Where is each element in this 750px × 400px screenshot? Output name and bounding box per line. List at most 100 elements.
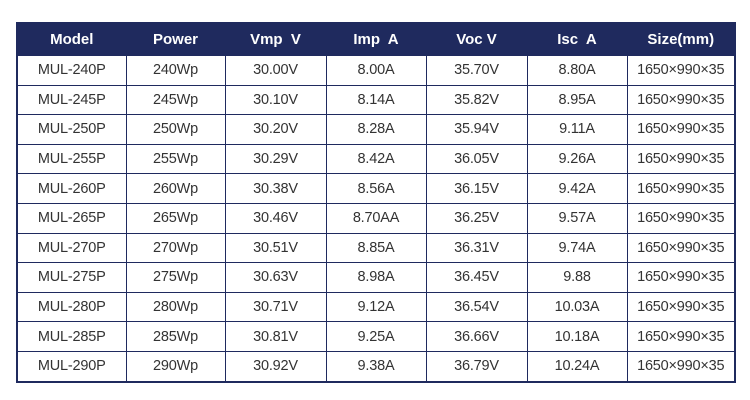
- table-cell: MUL-265P: [16, 202, 127, 234]
- table-cell: 8.98A: [325, 262, 427, 293]
- table-cell: MUL-290P: [16, 350, 127, 383]
- table-cell: 36.79V: [425, 350, 528, 383]
- table-cell: 9.11A: [526, 114, 628, 145]
- table-cell: 36.45V: [425, 262, 528, 293]
- table-cell: 9.74A: [526, 232, 628, 264]
- table-cell: 36.31V: [425, 232, 528, 264]
- table-cell: MUL-270P: [16, 232, 127, 264]
- header-cell: Imp A: [325, 23, 426, 56]
- table-cell: MUL-260P: [16, 173, 127, 204]
- table-cell: 9.57A: [526, 202, 628, 234]
- table-cell: 35.94V: [425, 114, 528, 145]
- header-cell: Isc A: [526, 23, 627, 56]
- table-cell: 255Wp: [125, 143, 226, 175]
- table-cell: 30.81V: [224, 321, 327, 352]
- table-cell: 36.54V: [425, 291, 528, 323]
- table-cell: 8.80A: [526, 55, 628, 86]
- table-row: MUL-240P 240Wp 30.00V 8.00A 35.70V 8.80A 1650×…: [16, 55, 736, 86]
- table-cell: 10.24A: [526, 350, 628, 383]
- header-cell: Vmp V: [224, 23, 326, 56]
- table-row: MUL-275P 275Wp 30.63V 8.98A 36.45V 9.88 1650×9…: [16, 262, 736, 293]
- table-cell: 30.63V: [224, 262, 327, 293]
- table-cell: 9.25A: [325, 321, 427, 352]
- header-cell: Voc V: [425, 23, 527, 56]
- table-cell: 30.46V: [224, 202, 327, 234]
- table-cell: MUL-240P: [16, 55, 127, 86]
- spec-table: Model Power Vmp V Imp A Voc V Isc A Size(mm) M…: [16, 22, 736, 383]
- table-cell: 290Wp: [125, 350, 226, 383]
- table-cell: 8.14A: [325, 84, 427, 116]
- table-cell: 35.82V: [425, 84, 528, 116]
- table-cell: 260Wp: [125, 173, 226, 204]
- table-cell: MUL-285P: [16, 321, 127, 352]
- table-cell: 1650×990×35: [626, 143, 736, 175]
- table-cell: 30.20V: [224, 114, 327, 145]
- table-cell: 8.00A: [325, 55, 427, 86]
- table-cell: 1650×990×35: [626, 173, 736, 204]
- table-cell: 1650×990×35: [626, 321, 736, 352]
- table-cell: 9.88: [526, 262, 628, 293]
- table-cell: 30.38V: [224, 173, 327, 204]
- table-row: MUL-260P 260Wp 30.38V 8.56A 36.15V 9.42A 1650×…: [16, 173, 736, 204]
- table-cell: MUL-250P: [16, 114, 127, 145]
- table-body: MUL-240P 240Wp 30.00V 8.00A 35.70V 8.80A 1650×…: [16, 55, 736, 383]
- table-cell: 30.92V: [224, 350, 327, 383]
- table-cell: 30.51V: [224, 232, 327, 264]
- table-row: MUL-290P 290Wp 30.92V 9.38A 36.79V 10.24A 1650…: [16, 350, 736, 383]
- table-row: MUL-265P 265Wp 30.46V 8.70AA 36.25V 9.57A 1650…: [16, 202, 736, 234]
- table-cell: 30.10V: [224, 84, 327, 116]
- table-row: MUL-270P 270Wp 30.51V 8.85A 36.31V 9.74A 1650×…: [16, 232, 736, 264]
- table-cell: 1650×990×35: [626, 55, 736, 86]
- table-cell: 36.66V: [425, 321, 528, 352]
- table-row: MUL-280P 280Wp 30.71V 9.12A 36.54V 10.03A 1650…: [16, 291, 736, 323]
- table-cell: 10.18A: [526, 321, 628, 352]
- table-cell: MUL-255P: [16, 143, 127, 175]
- table-row: MUL-245P 245Wp 30.10V 8.14A 35.82V 8.95A 1650×…: [16, 84, 736, 116]
- header-cell: Size(mm): [626, 23, 735, 56]
- table-cell: 10.03A: [526, 291, 628, 323]
- table-cell: 285Wp: [125, 321, 226, 352]
- table-cell: 250Wp: [125, 114, 226, 145]
- header-row: Model Power Vmp V Imp A Voc V Isc A Size(mm): [16, 23, 735, 56]
- table-cell: 1650×990×35: [626, 202, 736, 234]
- table-cell: 30.71V: [224, 291, 327, 323]
- table-cell: 245Wp: [125, 84, 226, 116]
- table-cell: 9.38A: [325, 350, 427, 383]
- table-cell: 270Wp: [125, 232, 226, 264]
- table-cell: 9.42A: [526, 173, 628, 204]
- table-row: MUL-285P 285Wp 30.81V 9.25A 36.66V 10.18A 1650…: [16, 321, 736, 352]
- table-cell: 36.05V: [425, 143, 528, 175]
- table-cell: 30.29V: [224, 143, 327, 175]
- table-cell: 1650×990×35: [626, 84, 736, 116]
- table-cell: 265Wp: [125, 202, 226, 234]
- table-wrap: Model Power Vmp V Imp A Voc V Isc A Size(mm) M…: [16, 22, 736, 383]
- header-cell: Model: [16, 23, 126, 56]
- table-cell: 8.56A: [325, 173, 427, 204]
- table-cell: 1650×990×35: [626, 232, 736, 264]
- table-cell: MUL-280P: [16, 291, 127, 323]
- table-cell: 1650×990×35: [626, 262, 736, 293]
- table-cell: 1650×990×35: [626, 114, 736, 145]
- table-cell: 280Wp: [125, 291, 226, 323]
- table-cell: 8.95A: [526, 84, 628, 116]
- table-row: MUL-250P 250Wp 30.20V 8.28A 35.94V 9.11A 1650×…: [16, 114, 736, 145]
- table-cell: 9.26A: [526, 143, 628, 175]
- table-cell: 8.42A: [325, 143, 427, 175]
- table-cell: 8.85A: [325, 232, 427, 264]
- table-cell: MUL-245P: [16, 84, 127, 116]
- table-cell: 35.70V: [425, 55, 528, 86]
- header-cell: Power: [125, 23, 225, 56]
- table-cell: 275Wp: [125, 262, 226, 293]
- table-cell: 36.25V: [425, 202, 528, 234]
- table-cell: 30.00V: [224, 55, 327, 86]
- table-cell: 9.12A: [325, 291, 427, 323]
- table-cell: 36.15V: [425, 173, 528, 204]
- table-cell: 8.28A: [325, 114, 427, 145]
- table-cell: 240Wp: [125, 55, 226, 86]
- table-cell: 8.70AA: [325, 202, 427, 234]
- table-cell: MUL-275P: [16, 262, 127, 293]
- table-cell: 1650×990×35: [626, 350, 736, 383]
- table-row: MUL-255P 255Wp 30.29V 8.42A 36.05V 9.26A 1650×…: [16, 143, 736, 175]
- table-cell: 1650×990×35: [626, 291, 736, 323]
